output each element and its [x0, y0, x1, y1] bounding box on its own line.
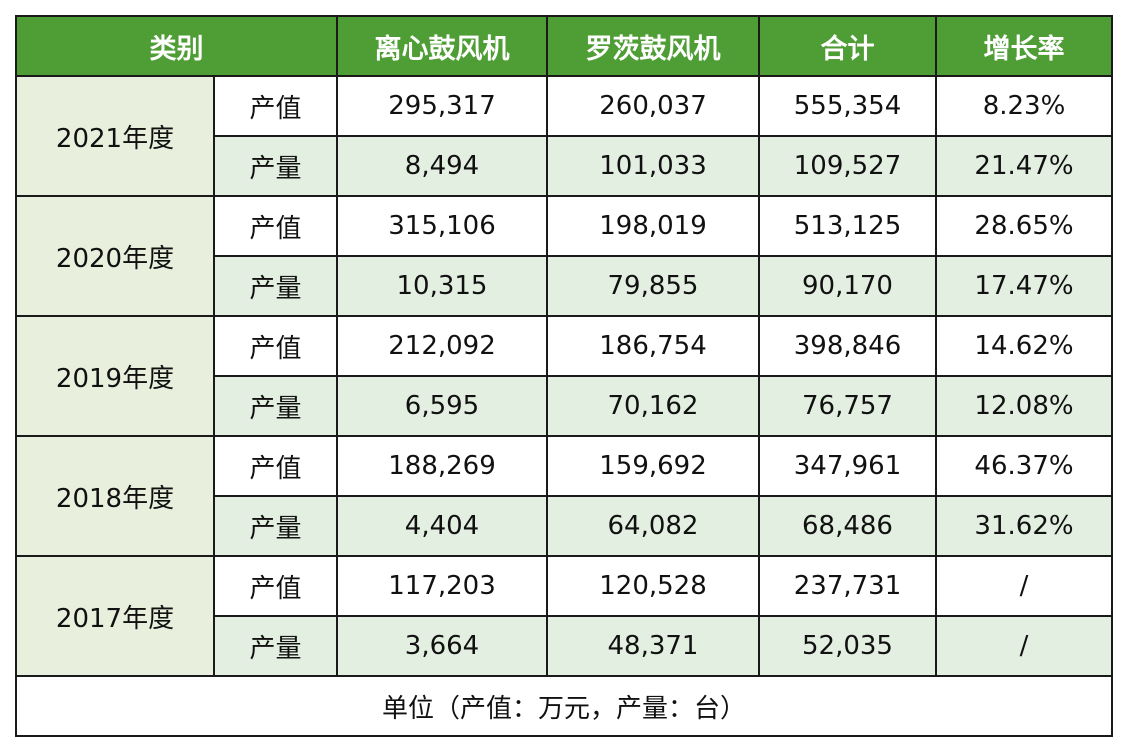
table-row: 产量 4,404 64,082 68,486 31.62%	[16, 495, 1113, 557]
table-row: 产量 8,494 101,033 109,527 21.47%	[16, 135, 1113, 197]
roots-cell: 101,033	[546, 135, 760, 197]
table-row: 产量 10,315 79,855 90,170 17.47%	[16, 255, 1113, 317]
growth-cell: 21.47%	[935, 135, 1113, 197]
metric-label: 产值	[213, 435, 338, 497]
table-row: 产量 6,595 70,162 76,757 12.08%	[16, 375, 1113, 437]
total-cell: 52,035	[758, 615, 937, 677]
roots-cell: 186,754	[546, 315, 760, 377]
year-label: 2018年度	[15, 435, 215, 557]
growth-cell: 8.23%	[935, 75, 1113, 137]
header-roots: 罗茨鼓风机	[546, 15, 760, 77]
year-label: 2019年度	[15, 315, 215, 437]
total-cell: 398,846	[758, 315, 937, 377]
growth-cell: /	[935, 555, 1113, 617]
metric-label: 产量	[213, 375, 338, 437]
centrifugal-cell: 8,494	[336, 135, 548, 197]
centrifugal-cell: 295,317	[336, 75, 548, 137]
growth-cell: 12.08%	[935, 375, 1113, 437]
total-cell: 513,125	[758, 195, 937, 257]
centrifugal-cell: 6,595	[336, 375, 548, 437]
centrifugal-cell: 315,106	[336, 195, 548, 257]
total-cell: 76,757	[758, 375, 937, 437]
total-cell: 555,354	[758, 75, 937, 137]
growth-cell: 14.62%	[935, 315, 1113, 377]
table-row: 产量 3,664 48,371 52,035 /	[16, 615, 1113, 677]
metric-label: 产值	[213, 315, 338, 377]
table-row: 2021年度 产值 295,317 260,037 555,354 8.23%	[15, 75, 1113, 197]
total-cell: 109,527	[758, 135, 937, 197]
metric-label: 产量	[213, 495, 338, 557]
centrifugal-cell: 188,269	[336, 435, 548, 497]
table-row: 2017年度 产值 117,203 120,528 237,731 /	[15, 555, 1113, 677]
header-category: 类别	[15, 15, 338, 77]
growth-cell: 31.62%	[935, 495, 1113, 557]
total-cell: 237,731	[758, 555, 937, 617]
growth-cell: /	[935, 615, 1113, 677]
total-cell: 68,486	[758, 495, 937, 557]
metric-label: 产量	[213, 615, 338, 677]
centrifugal-cell: 3,664	[336, 615, 548, 677]
header-centrifugal: 离心鼓风机	[336, 15, 548, 77]
centrifugal-cell: 10,315	[336, 255, 548, 317]
roots-cell: 260,037	[546, 75, 760, 137]
roots-cell: 48,371	[546, 615, 760, 677]
centrifugal-cell: 212,092	[336, 315, 548, 377]
roots-cell: 70,162	[546, 375, 760, 437]
growth-cell: 46.37%	[935, 435, 1113, 497]
header-row: 类别 离心鼓风机 罗茨鼓风机 合计 增长率	[15, 15, 1113, 77]
table-row: 2019年度 产值 212,092 186,754 398,846 14.62%	[15, 315, 1113, 437]
year-label: 2021年度	[15, 75, 215, 197]
centrifugal-cell: 117,203	[336, 555, 548, 617]
growth-cell: 17.47%	[935, 255, 1113, 317]
units-note-row: 单位（产值：万元，产量：台）	[15, 675, 1113, 737]
roots-cell: 79,855	[546, 255, 760, 317]
units-note: 单位（产值：万元，产量：台）	[15, 675, 1113, 737]
metric-label: 产值	[213, 555, 338, 617]
year-label: 2017年度	[15, 555, 215, 677]
metric-label: 产值	[213, 75, 338, 137]
growth-cell: 28.65%	[935, 195, 1113, 257]
blower-statistics-table: 类别 离心鼓风机 罗茨鼓风机 合计 增长率 2021年度 产值 295,317 …	[15, 15, 1113, 737]
metric-label: 产值	[213, 195, 338, 257]
total-cell: 347,961	[758, 435, 937, 497]
metric-label: 产量	[213, 135, 338, 197]
header-growth: 增长率	[935, 15, 1113, 77]
roots-cell: 159,692	[546, 435, 760, 497]
roots-cell: 64,082	[546, 495, 760, 557]
header-total: 合计	[758, 15, 937, 77]
roots-cell: 198,019	[546, 195, 760, 257]
table-row: 2020年度 产值 315,106 198,019 513,125 28.65%	[15, 195, 1113, 317]
table-row: 2018年度 产值 188,269 159,692 347,961 46.37%	[15, 435, 1113, 557]
year-label: 2020年度	[15, 195, 215, 317]
total-cell: 90,170	[758, 255, 937, 317]
metric-label: 产量	[213, 255, 338, 317]
roots-cell: 120,528	[546, 555, 760, 617]
centrifugal-cell: 4,404	[336, 495, 548, 557]
